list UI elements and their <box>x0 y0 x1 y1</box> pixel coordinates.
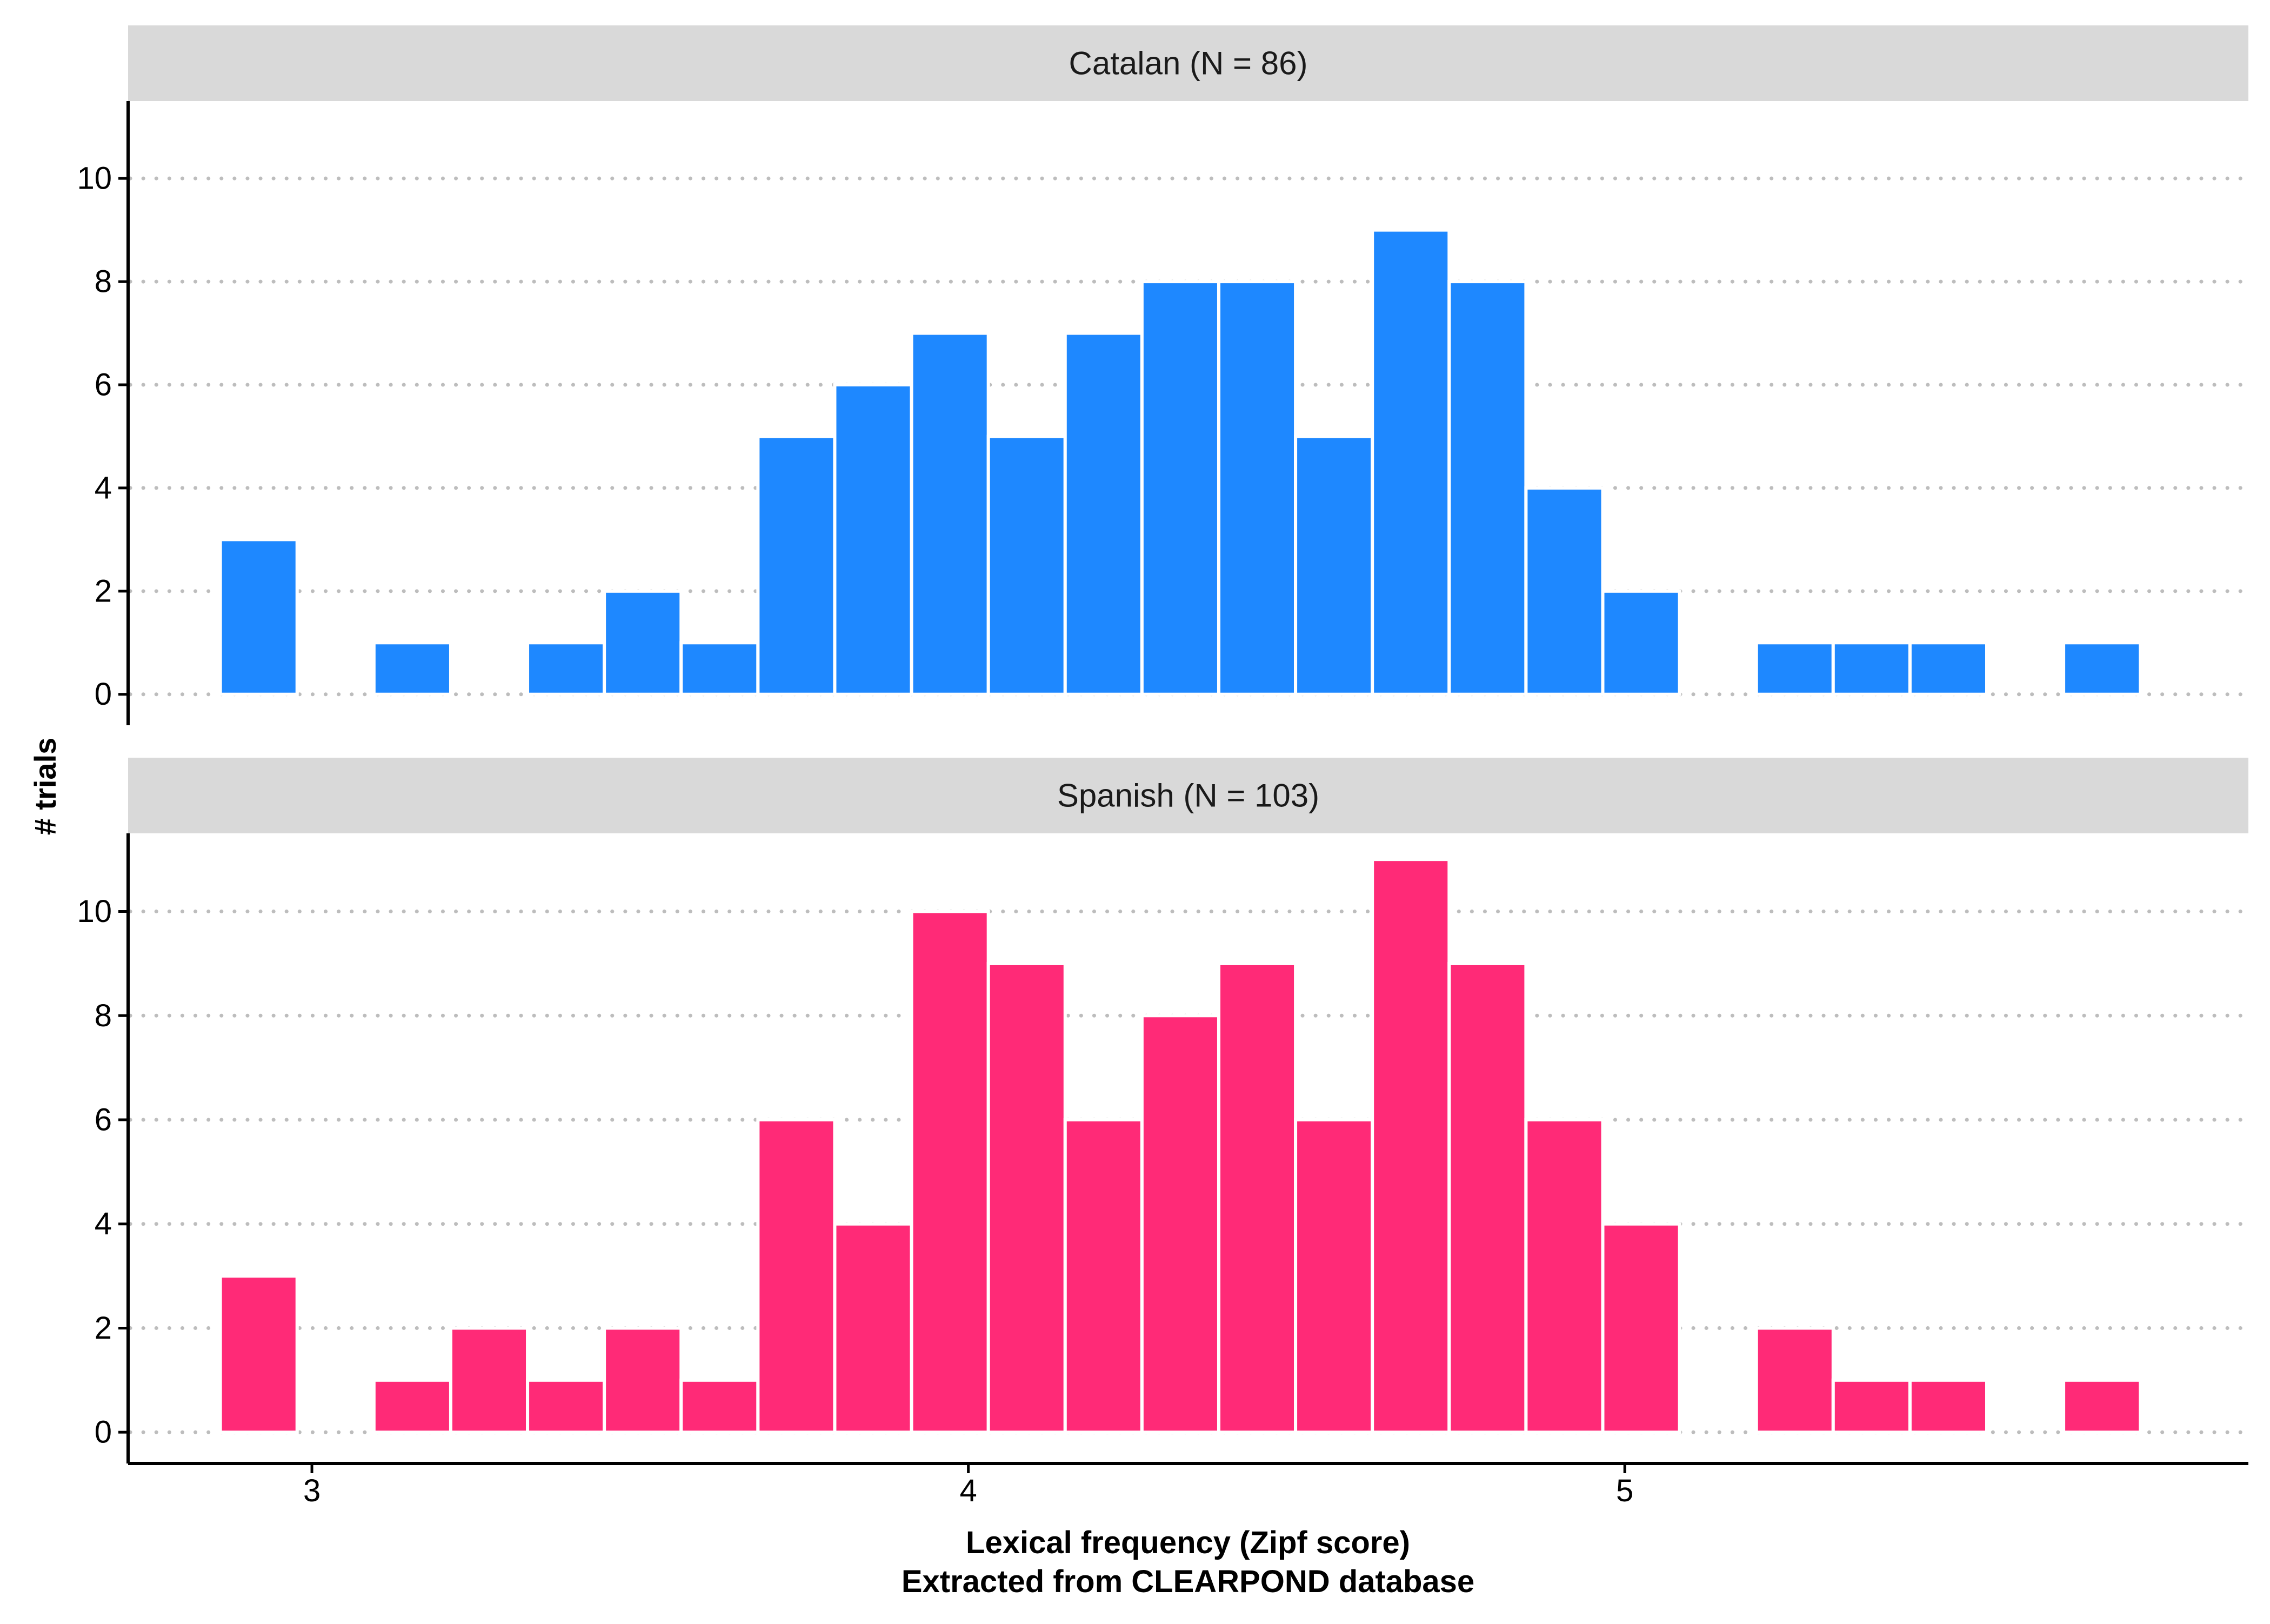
histogram-bar <box>679 641 760 696</box>
histogram-bar <box>603 589 683 696</box>
histogram-bar <box>2062 1378 2142 1434</box>
y-tick-label: 4 <box>95 470 112 505</box>
y-tick-label: 2 <box>95 1311 112 1346</box>
facet-strip-label: Spanish (N = 103) <box>1057 778 1319 814</box>
histogram-bar <box>756 1118 837 1434</box>
x-tick-label: 3 <box>303 1473 321 1508</box>
y-axis-label: # trials <box>28 738 62 836</box>
histogram-bar <box>1140 280 1220 696</box>
histogram-bar <box>449 1326 530 1434</box>
histogram-bar <box>1447 280 1528 696</box>
histogram-bar <box>910 910 990 1434</box>
histogram-bar <box>1140 1014 1220 1434</box>
histogram-bar <box>910 331 990 696</box>
x-axis-label-line2: Extracted from CLEARPOND database <box>902 1564 1474 1599</box>
histogram-bar <box>1754 641 1835 696</box>
histogram-bar <box>372 641 452 696</box>
histogram-bar <box>2062 641 2142 696</box>
histogram-bar <box>1371 228 1451 696</box>
histogram-bar <box>1217 280 1298 696</box>
histogram-bar <box>218 538 299 696</box>
y-tick-label: 10 <box>77 161 112 196</box>
histogram-bar <box>526 1378 606 1434</box>
y-tick-label: 0 <box>95 677 112 712</box>
histogram-bar <box>679 1378 760 1434</box>
histogram-bar <box>756 435 837 696</box>
histogram-bar <box>1831 641 1912 696</box>
histogram-bar <box>1524 486 1605 696</box>
histogram-bar <box>1063 1118 1144 1434</box>
histogram-bar <box>1831 1378 1912 1434</box>
histogram-bar <box>833 1222 913 1434</box>
histogram-bar <box>1294 435 1374 696</box>
histogram-bar <box>372 1378 452 1434</box>
y-tick-label: 6 <box>95 367 112 403</box>
histogram-bar <box>986 435 1067 696</box>
y-tick-label: 6 <box>95 1102 112 1138</box>
histogram-bar <box>218 1274 299 1434</box>
y-tick-label: 8 <box>95 264 112 299</box>
y-tick-label: 2 <box>95 573 112 609</box>
y-tick-label: 10 <box>77 894 112 929</box>
y-tick-label: 0 <box>95 1415 112 1450</box>
x-axis-label: Lexical frequency (Zipf score) <box>966 1525 1410 1560</box>
histogram-bar <box>1754 1326 1835 1434</box>
histogram-bar <box>1524 1118 1605 1434</box>
y-tick-label: 4 <box>95 1206 112 1241</box>
y-tick-label: 8 <box>95 998 112 1033</box>
facet-strip-label: Catalan (N = 86) <box>1069 45 1308 82</box>
histogram-bar <box>833 383 913 696</box>
facet-strip <box>128 25 2248 101</box>
histogram-bar <box>1601 589 1681 696</box>
histogram-bar <box>1908 1378 1989 1434</box>
histogram-bar <box>1217 961 1298 1434</box>
histogram-bar <box>603 1326 683 1434</box>
histogram-bar <box>986 961 1067 1434</box>
histogram-bar <box>1294 1118 1374 1434</box>
histogram-bar <box>526 641 606 696</box>
x-tick-label: 4 <box>959 1473 977 1508</box>
histogram-bar <box>1447 961 1528 1434</box>
histogram-bar <box>1908 641 1989 696</box>
x-tick-label: 5 <box>1616 1473 1633 1508</box>
histogram-bar <box>1601 1222 1681 1434</box>
histogram-bar <box>1063 331 1144 696</box>
histogram-bar <box>1371 858 1451 1434</box>
facet-strip <box>128 758 2248 833</box>
